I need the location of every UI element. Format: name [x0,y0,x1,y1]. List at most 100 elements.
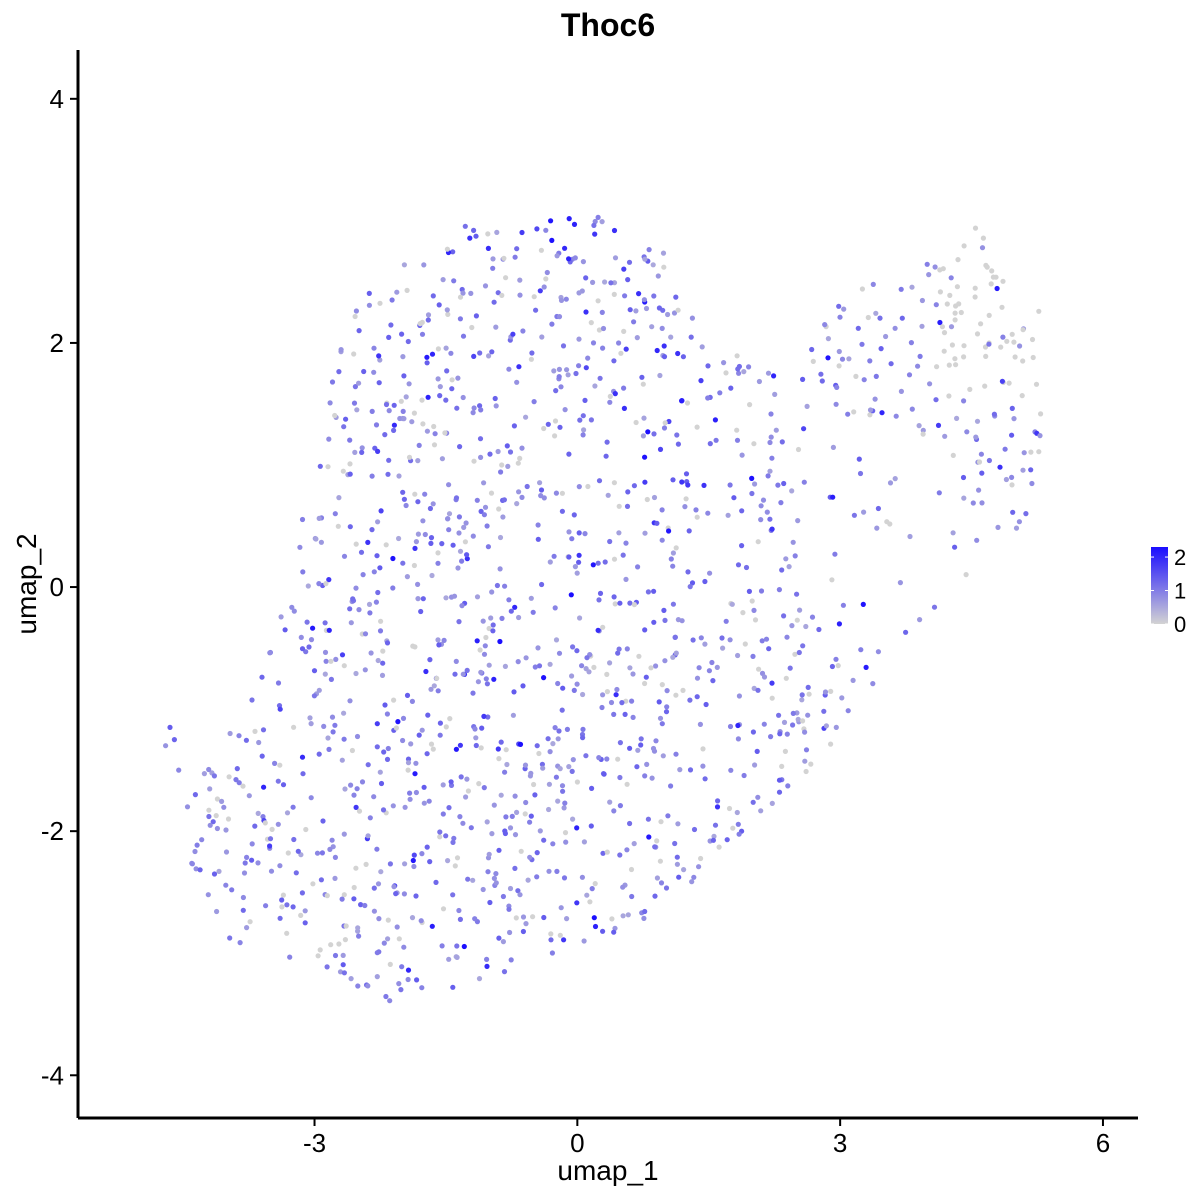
cell-point [506,906,512,912]
cell-point [767,516,773,522]
cell-point [714,804,721,810]
cell-point [537,288,543,294]
cell-point [428,535,435,541]
cell-point [569,536,575,542]
cell-point [391,884,397,890]
cell-point [800,718,806,724]
cell-point [683,471,690,477]
colorbar-tick-label: 2 [1174,545,1186,570]
cell-point [653,738,659,744]
cell-point [643,305,650,312]
cell-point [622,293,628,299]
cell-point [412,545,418,552]
cell-point [488,490,495,496]
cell-point [507,885,514,892]
cell-point [888,361,894,367]
cell-point [351,884,357,891]
cell-point [507,825,514,831]
cell-point [832,551,838,557]
cell-point [528,813,534,819]
cell-point [1033,381,1040,387]
cell-point [489,589,495,595]
cell-point [759,638,765,644]
cell-point [234,766,240,772]
cell-point [376,380,382,386]
cell-point [532,664,538,670]
cell-point [446,805,452,811]
cell-point [297,544,303,550]
cell-point [689,315,696,321]
cell-point [1009,405,1015,411]
cell-point [734,437,741,443]
cell-point [425,312,432,318]
cell-point [687,767,694,773]
cell-point [861,509,867,515]
cell-point [873,310,879,316]
cell-point [591,222,597,228]
cell-point [964,429,970,435]
cell-point [830,444,837,450]
cell-point [579,874,586,880]
cell-point [244,925,250,931]
cell-point [480,886,486,893]
cell-point [333,656,339,663]
cell-point [867,407,874,413]
cell-point [201,771,207,777]
cell-point [409,915,416,921]
cell-point [474,638,480,644]
cell-point [436,302,442,308]
cell-point [596,597,602,603]
cell-point [306,644,312,650]
x-tick-label: 3 [833,1128,847,1158]
cell-point [332,412,338,419]
cell-point [560,788,566,794]
cell-point [255,810,261,817]
cell-point [655,273,661,279]
cell-point [875,649,882,655]
cell-point [348,782,354,788]
cell-point [735,736,742,742]
cell-point [1029,480,1035,487]
cell-point [607,538,613,545]
cell-point [673,545,679,551]
cell-point [275,778,281,784]
cell-point [365,983,371,989]
cell-point [684,400,691,406]
cell-point [661,607,667,614]
cell-point [453,746,459,752]
cell-point [460,333,467,339]
cell-point [825,336,832,342]
cell-point [516,489,522,495]
cell-point [550,741,556,747]
cell-point [425,317,431,323]
cell-point [547,559,553,565]
cell-point [493,403,499,409]
cell-point [756,378,763,385]
cell-point [347,698,353,704]
cell-point [926,272,932,278]
cell-point [324,893,330,899]
cell-point [778,500,784,506]
cell-point [377,628,384,634]
cell-point [629,893,635,900]
cell-point [602,279,608,285]
cell-point [784,634,790,640]
cell-point [374,721,380,727]
cell-point [451,835,457,841]
cell-point [631,602,638,608]
cell-point [892,325,898,331]
cell-point [502,583,508,589]
cell-point [735,821,741,827]
cell-point [544,269,550,276]
cell-point [435,346,441,352]
cell-point [974,331,981,337]
cell-point [490,256,496,262]
cell-point [298,912,304,919]
cell-point [404,574,410,580]
cell-point [400,354,406,360]
cell-point [337,969,344,975]
cell-point [453,658,459,665]
cell-point [645,816,652,822]
cell-point [470,533,476,539]
cell-point [475,679,481,685]
